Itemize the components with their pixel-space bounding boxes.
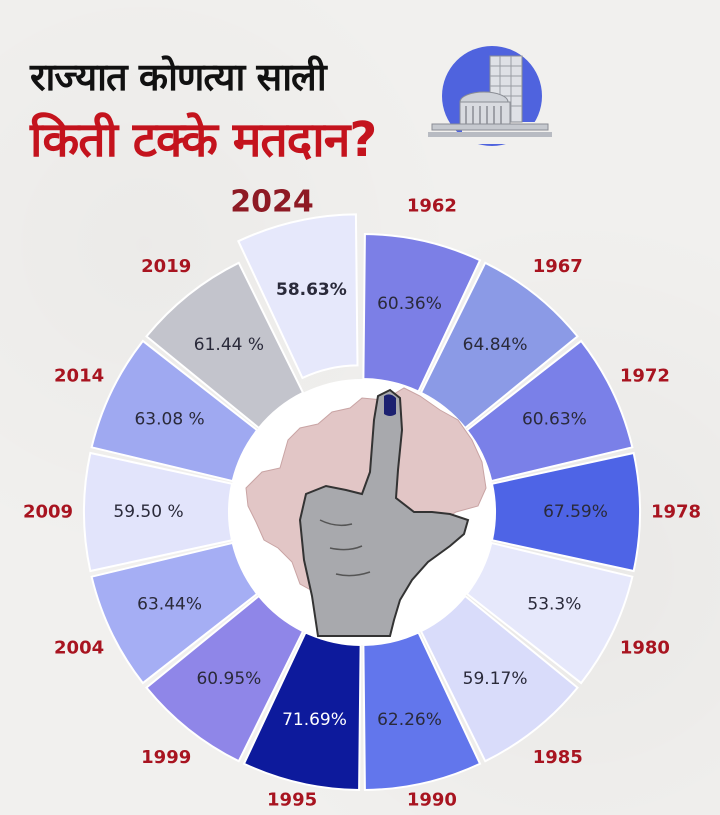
slice-2024 xyxy=(237,213,359,380)
slice-label-1967: 64.84% xyxy=(463,335,528,355)
year-label-1999: 1999 xyxy=(141,747,191,768)
assembly-building-icon xyxy=(428,46,552,146)
slice-label-1980: 53.3% xyxy=(527,595,581,615)
slice-label-2014: 63.08 % xyxy=(134,409,204,429)
year-label-2024: 2024 xyxy=(230,185,314,220)
slice-label-1978: 67.59% xyxy=(543,502,608,522)
year-label-1980: 1980 xyxy=(620,638,670,659)
slice-label-2009: 59.50 % xyxy=(113,502,183,522)
slice-label-2004: 63.44% xyxy=(137,595,202,615)
year-label-2004: 2004 xyxy=(54,638,104,659)
year-label-2014: 2014 xyxy=(54,365,104,386)
slice-label-1985: 59.17% xyxy=(463,669,528,689)
slice-label-2019: 61.44 % xyxy=(194,335,264,355)
voting-finger-over-map-icon xyxy=(229,379,495,645)
year-label-1972: 1972 xyxy=(620,365,670,386)
year-label-2019: 2019 xyxy=(141,256,191,277)
year-label-2009: 2009 xyxy=(23,502,73,523)
year-label-1978: 1978 xyxy=(651,502,701,523)
year-label-1962: 1962 xyxy=(407,195,457,216)
title-line-2: किती टक्के मतदान? xyxy=(30,112,377,168)
slice-label-1972: 60.63% xyxy=(522,409,587,429)
year-label-1985: 1985 xyxy=(533,747,583,768)
slice-label-1999: 60.95% xyxy=(196,669,261,689)
year-label-1990: 1990 xyxy=(407,790,457,811)
slice-label-1990: 62.26% xyxy=(377,710,442,730)
slice-label-2024: 58.63% xyxy=(276,280,347,300)
title-line-1: राज्यात कोणत्या साली xyxy=(30,55,327,99)
slice-label-1962: 60.36% xyxy=(377,294,442,314)
year-label-1967: 1967 xyxy=(533,256,583,277)
year-label-1995: 1995 xyxy=(267,790,317,811)
slice-label-1995: 71.69% xyxy=(282,710,347,730)
